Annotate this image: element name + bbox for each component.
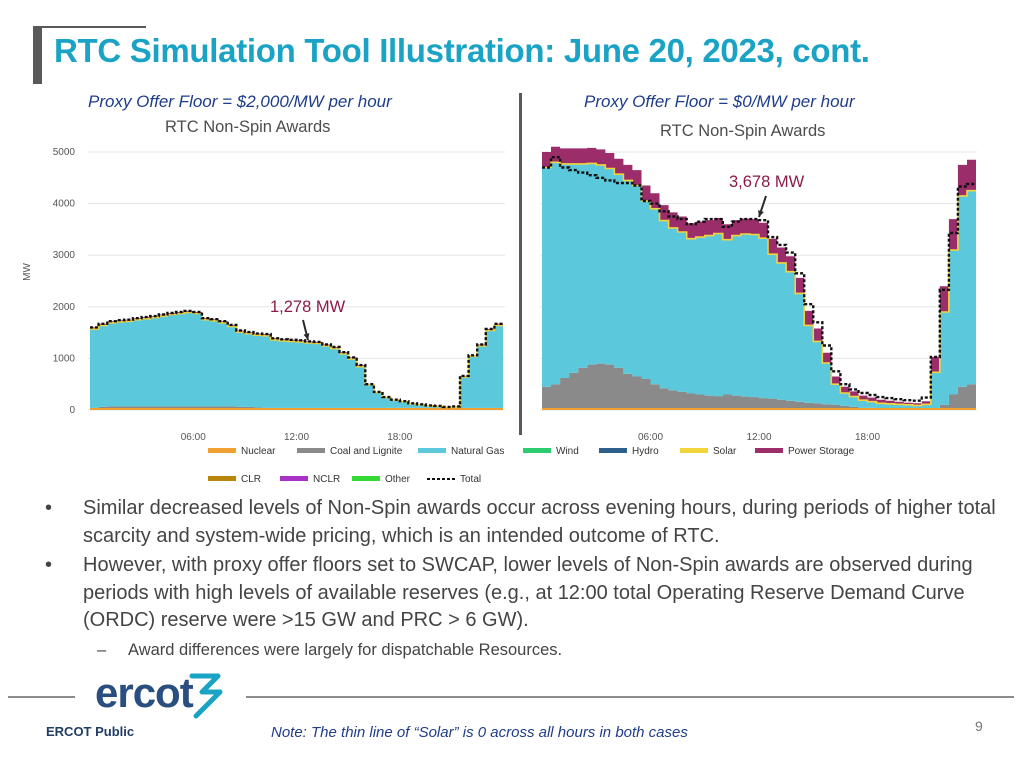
- right-chart-title: RTC Non-Spin Awards: [660, 122, 826, 140]
- bullet-item: • Similar decreased levels of Non-Spin a…: [40, 495, 1000, 550]
- chart-legend: Nuclear Coal and Lignite Natural Gas Wind Hy…: [208, 446, 855, 485]
- series-total: [90, 309, 503, 409]
- legend-swatch: [280, 476, 308, 481]
- legend-swatch: [680, 448, 708, 453]
- legend-swatch: [418, 448, 446, 453]
- x-tick-label: 18:00: [855, 432, 880, 443]
- legend-swatch: [208, 476, 236, 481]
- annotation-arrowhead: [303, 333, 310, 340]
- ercot-logo-mark-icon: [189, 673, 223, 719]
- legend-label: Coal and Lignite: [330, 446, 403, 457]
- series-total: [542, 156, 976, 402]
- legend-label: Nuclear: [241, 446, 276, 457]
- legend-swatch: [208, 448, 236, 453]
- footer-divider-right: [246, 696, 1014, 698]
- x-tick-label: 18:00: [387, 432, 412, 443]
- legend-swatch: [599, 448, 627, 453]
- sub-bullet-marker: –: [97, 640, 107, 659]
- title-accent-line: [42, 26, 146, 28]
- y-tick-label: 4000: [53, 199, 76, 210]
- y-tick-label: 2000: [53, 302, 76, 313]
- y-tick-label: 5000: [53, 147, 76, 158]
- legend-swatch: [755, 448, 783, 453]
- series-natural-gas: [90, 312, 503, 408]
- ercot-logo: ercot: [95, 669, 194, 716]
- footer-note: Note: The thin line of “Solar” is 0 acro…: [271, 724, 688, 741]
- left-chart-title: RTC Non-Spin Awards: [165, 118, 331, 136]
- legend-swatch: [297, 448, 325, 453]
- series-natural-gas: [542, 162, 976, 409]
- legend-label: Other: [385, 474, 411, 485]
- bullet-marker: •: [45, 554, 53, 576]
- bullet-text: However, with proxy offer floors set to …: [83, 554, 973, 631]
- sub-bullet-item: – Award differences were largely for dis…: [40, 637, 1000, 663]
- page-number: 9: [975, 718, 983, 734]
- y-tick-label: 1000: [53, 353, 76, 364]
- legend-label: Wind: [556, 446, 579, 457]
- legend-label: Hydro: [632, 446, 659, 457]
- bullet-list: • Similar decreased levels of Non-Spin a…: [40, 495, 1000, 663]
- y-axis-label: MW: [22, 263, 33, 281]
- footer-divider-left: [8, 696, 75, 698]
- legend-label: Solar: [713, 446, 737, 457]
- legend-swatch: [352, 476, 380, 481]
- bullet-item: • However, with proxy offer floors set t…: [40, 552, 1000, 635]
- legend-swatch: [523, 448, 551, 453]
- legend-label: NCLR: [313, 474, 340, 485]
- sub-bullet-text: Award differences were largely for dispa…: [128, 640, 563, 659]
- panel-divider: [519, 93, 522, 435]
- bullet-marker: •: [45, 497, 53, 519]
- left-panel-subtitle: Proxy Offer Floor = $2,000/MW per hour: [88, 92, 392, 111]
- legend-label: CLR: [241, 474, 261, 485]
- y-tick-label: 3000: [53, 250, 76, 261]
- slide-title: RTC Simulation Tool Illustration: June 2…: [54, 32, 870, 69]
- series-coal-and-lignite: [542, 363, 976, 410]
- legend-label: Total: [460, 474, 481, 485]
- annotation-label: 3,678 MW: [729, 173, 805, 191]
- title-accent-bar: [33, 26, 42, 84]
- x-tick-label: 06:00: [638, 432, 663, 443]
- non-spin-awards-charts: 0 1000 2000 3000 4000 5000 MW 1,278 MW 3,678 M…: [22, 146, 977, 485]
- x-tick-label: 12:00: [746, 432, 771, 443]
- annotation-arrowhead: [758, 210, 764, 217]
- right-chart: 3,678 MW: [542, 146, 976, 410]
- footer-public-label: ERCOT Public: [46, 724, 135, 739]
- x-tick-label: 06:00: [181, 432, 206, 443]
- legend-label: Natural Gas: [451, 446, 504, 457]
- legend-label: Power Storage: [788, 446, 855, 457]
- bullet-text: Similar decreased levels of Non-Spin awa…: [83, 497, 996, 547]
- left-chart: 1,278 MW: [90, 298, 503, 410]
- right-panel-subtitle: Proxy Offer Floor = $0/MW per hour: [584, 92, 855, 111]
- annotation-label: 1,278 MW: [270, 298, 346, 316]
- y-tick-label: 0: [69, 405, 75, 416]
- x-tick-label: 12:00: [284, 432, 309, 443]
- series-solar: [542, 161, 976, 407]
